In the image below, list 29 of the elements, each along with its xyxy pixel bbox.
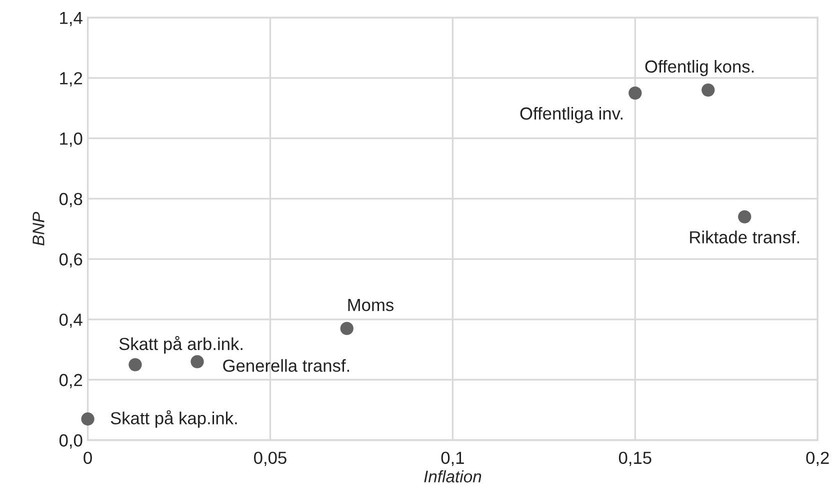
annotation: Offentlig kons. bbox=[645, 60, 754, 76]
x-tick-label: 0 bbox=[84, 452, 92, 464]
x-tick-label: 0,05 bbox=[254, 452, 286, 466]
annotation: Skatt på kap.ink. bbox=[110, 410, 237, 428]
annotation: Moms bbox=[348, 299, 394, 312]
point bbox=[81, 412, 94, 426]
y-axis-title: BNP bbox=[32, 212, 44, 246]
point bbox=[738, 210, 752, 224]
x-tick-label: 0,15 bbox=[618, 452, 652, 466]
annotation: Riktade transf. bbox=[690, 230, 800, 244]
y-tick-label: 1,0 bbox=[60, 132, 82, 147]
point bbox=[190, 355, 204, 368]
annotation: Offentliga inv. bbox=[520, 106, 622, 124]
annotation: Generella transf. bbox=[223, 359, 350, 372]
x-axis-title: Inflation bbox=[424, 470, 482, 482]
y-tick-label: 1,2 bbox=[60, 72, 82, 86]
x-tick-label: 0,2 bbox=[806, 452, 829, 466]
point bbox=[340, 322, 354, 336]
annotation: Skatt på arb.ink. bbox=[119, 336, 242, 354]
point bbox=[628, 86, 642, 100]
y-tick-label: 0,4 bbox=[59, 314, 82, 328]
point bbox=[128, 358, 142, 372]
y-tick-label: 0,0 bbox=[59, 434, 82, 449]
y-tick-label: 0,6 bbox=[59, 253, 82, 268]
y-tick-label: 1,4 bbox=[60, 12, 82, 26]
x-tick-label: 0,1 bbox=[441, 452, 464, 466]
y-tick-label: 0,2 bbox=[59, 374, 82, 388]
point bbox=[702, 83, 715, 97]
y-tick-label: 0,8 bbox=[59, 192, 82, 208]
